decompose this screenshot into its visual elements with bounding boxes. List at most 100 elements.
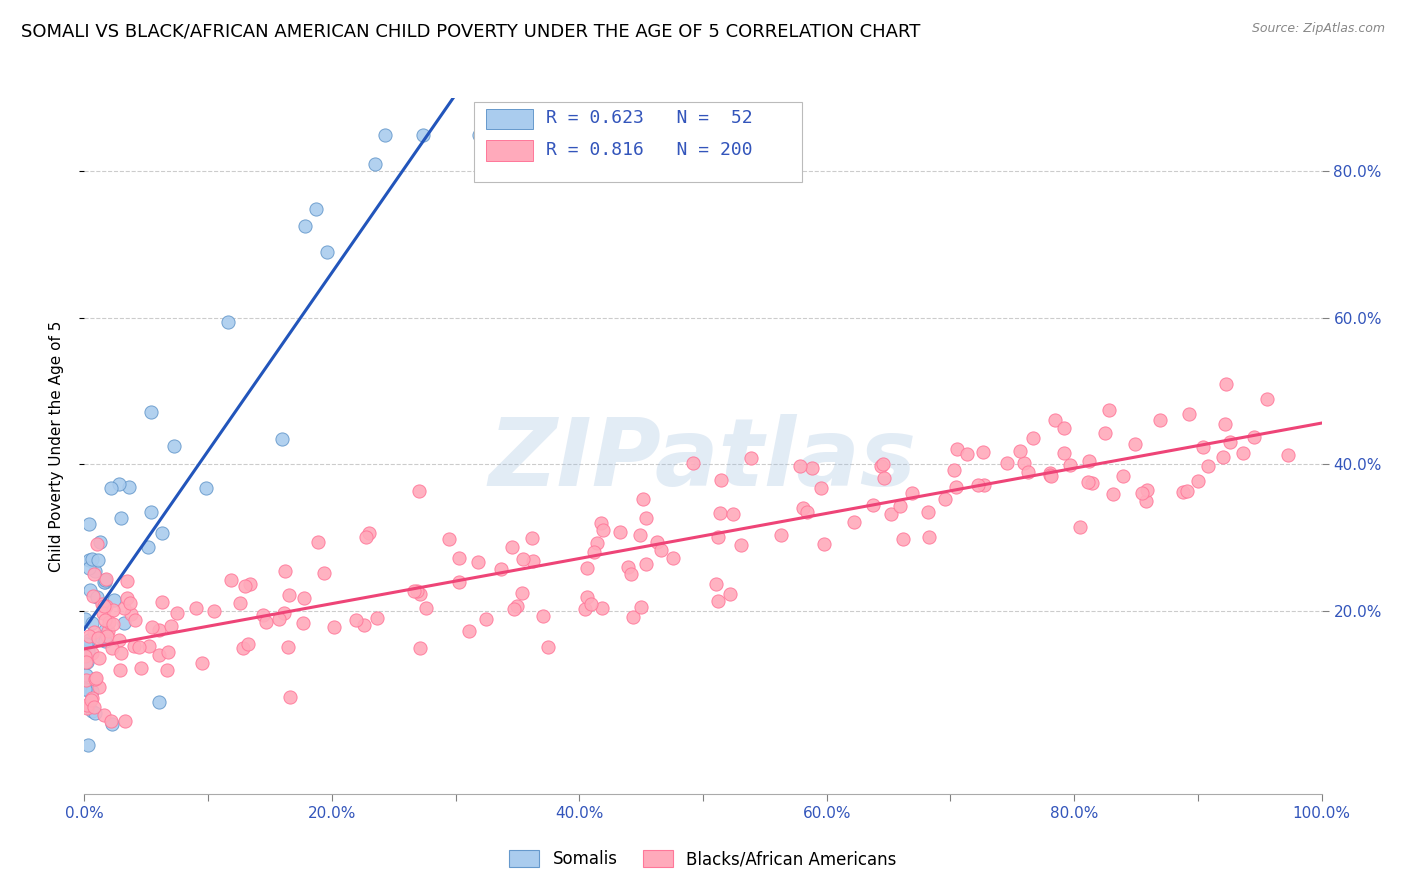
Point bbox=[1053, 446, 1076, 460]
Point bbox=[592, 523, 614, 537]
Point bbox=[412, 128, 434, 142]
Point bbox=[1102, 487, 1125, 501]
Point bbox=[83, 700, 105, 714]
Point bbox=[148, 623, 170, 637]
Point bbox=[128, 640, 150, 655]
Point bbox=[1277, 448, 1299, 462]
Point bbox=[789, 459, 811, 474]
Point bbox=[292, 615, 315, 630]
Point bbox=[89, 534, 111, 549]
Point bbox=[112, 600, 135, 615]
Point bbox=[870, 458, 893, 473]
Point bbox=[270, 432, 292, 446]
Point bbox=[150, 526, 173, 541]
Point bbox=[107, 633, 129, 648]
Point bbox=[356, 530, 378, 544]
Point bbox=[90, 630, 112, 644]
Point bbox=[945, 480, 967, 494]
Point bbox=[415, 601, 437, 615]
Point bbox=[489, 561, 512, 575]
Point bbox=[91, 597, 114, 611]
Point bbox=[277, 640, 299, 655]
Point bbox=[267, 612, 290, 626]
Point bbox=[138, 639, 160, 653]
Legend: Somalis, Blacks/African Americans: Somalis, Blacks/African Americans bbox=[503, 843, 903, 875]
Point bbox=[1243, 430, 1265, 444]
Point bbox=[304, 202, 326, 217]
Point bbox=[86, 590, 108, 604]
Point bbox=[112, 615, 135, 630]
FancyBboxPatch shape bbox=[474, 102, 801, 182]
Point bbox=[77, 560, 100, 574]
Point bbox=[166, 606, 188, 620]
Point bbox=[94, 613, 117, 627]
Point bbox=[709, 506, 731, 520]
Point bbox=[148, 695, 170, 709]
Point bbox=[136, 540, 159, 554]
Text: R = 0.816   N = 200: R = 0.816 N = 200 bbox=[546, 141, 752, 160]
Point bbox=[1094, 425, 1116, 440]
Point bbox=[494, 128, 516, 142]
Point bbox=[1098, 403, 1121, 417]
Point bbox=[117, 591, 139, 606]
Point bbox=[75, 648, 97, 663]
Point bbox=[872, 457, 894, 471]
Point bbox=[307, 534, 329, 549]
Point bbox=[1135, 494, 1157, 508]
Point bbox=[107, 476, 129, 491]
Point bbox=[101, 717, 124, 731]
Point bbox=[506, 599, 529, 613]
Point bbox=[186, 601, 208, 615]
Point bbox=[402, 583, 425, 598]
Point bbox=[94, 574, 117, 588]
Point bbox=[80, 646, 103, 660]
Point bbox=[82, 684, 104, 698]
Point bbox=[1187, 474, 1209, 488]
Point bbox=[93, 708, 115, 723]
Text: Source: ZipAtlas.com: Source: ZipAtlas.com bbox=[1251, 22, 1385, 36]
Point bbox=[141, 620, 163, 634]
Point bbox=[475, 612, 498, 626]
Point bbox=[634, 511, 657, 525]
Point bbox=[408, 483, 430, 498]
Point bbox=[710, 473, 733, 487]
Point bbox=[616, 560, 638, 574]
Point bbox=[1173, 485, 1195, 500]
Point bbox=[1149, 413, 1171, 427]
Point bbox=[83, 624, 105, 639]
Point bbox=[1112, 468, 1135, 483]
Point bbox=[97, 615, 120, 629]
Point bbox=[94, 634, 117, 648]
Point bbox=[973, 478, 995, 492]
Point bbox=[364, 156, 387, 170]
Point bbox=[447, 574, 470, 589]
Point bbox=[862, 498, 884, 512]
Point bbox=[312, 566, 335, 581]
Point bbox=[91, 606, 114, 620]
Point bbox=[217, 315, 239, 329]
Point bbox=[901, 485, 924, 500]
Point bbox=[945, 442, 967, 456]
Point bbox=[120, 607, 142, 622]
Point bbox=[1132, 486, 1154, 500]
Point bbox=[645, 534, 668, 549]
Point bbox=[191, 656, 214, 670]
Point bbox=[872, 470, 894, 484]
Point bbox=[124, 613, 146, 627]
Point bbox=[634, 557, 657, 571]
Point bbox=[163, 439, 186, 453]
Point bbox=[972, 445, 994, 459]
Point bbox=[97, 624, 120, 639]
Point bbox=[1177, 407, 1199, 421]
Point bbox=[721, 507, 744, 521]
Point bbox=[122, 639, 145, 653]
Point bbox=[278, 690, 301, 704]
Point bbox=[254, 615, 277, 629]
Y-axis label: Child Poverty Under the Age of 5: Child Poverty Under the Age of 5 bbox=[49, 320, 63, 572]
Point bbox=[93, 623, 115, 637]
Point bbox=[100, 481, 122, 495]
Point bbox=[918, 530, 941, 544]
Point bbox=[219, 574, 242, 588]
Point bbox=[917, 505, 939, 519]
Point bbox=[1008, 443, 1031, 458]
